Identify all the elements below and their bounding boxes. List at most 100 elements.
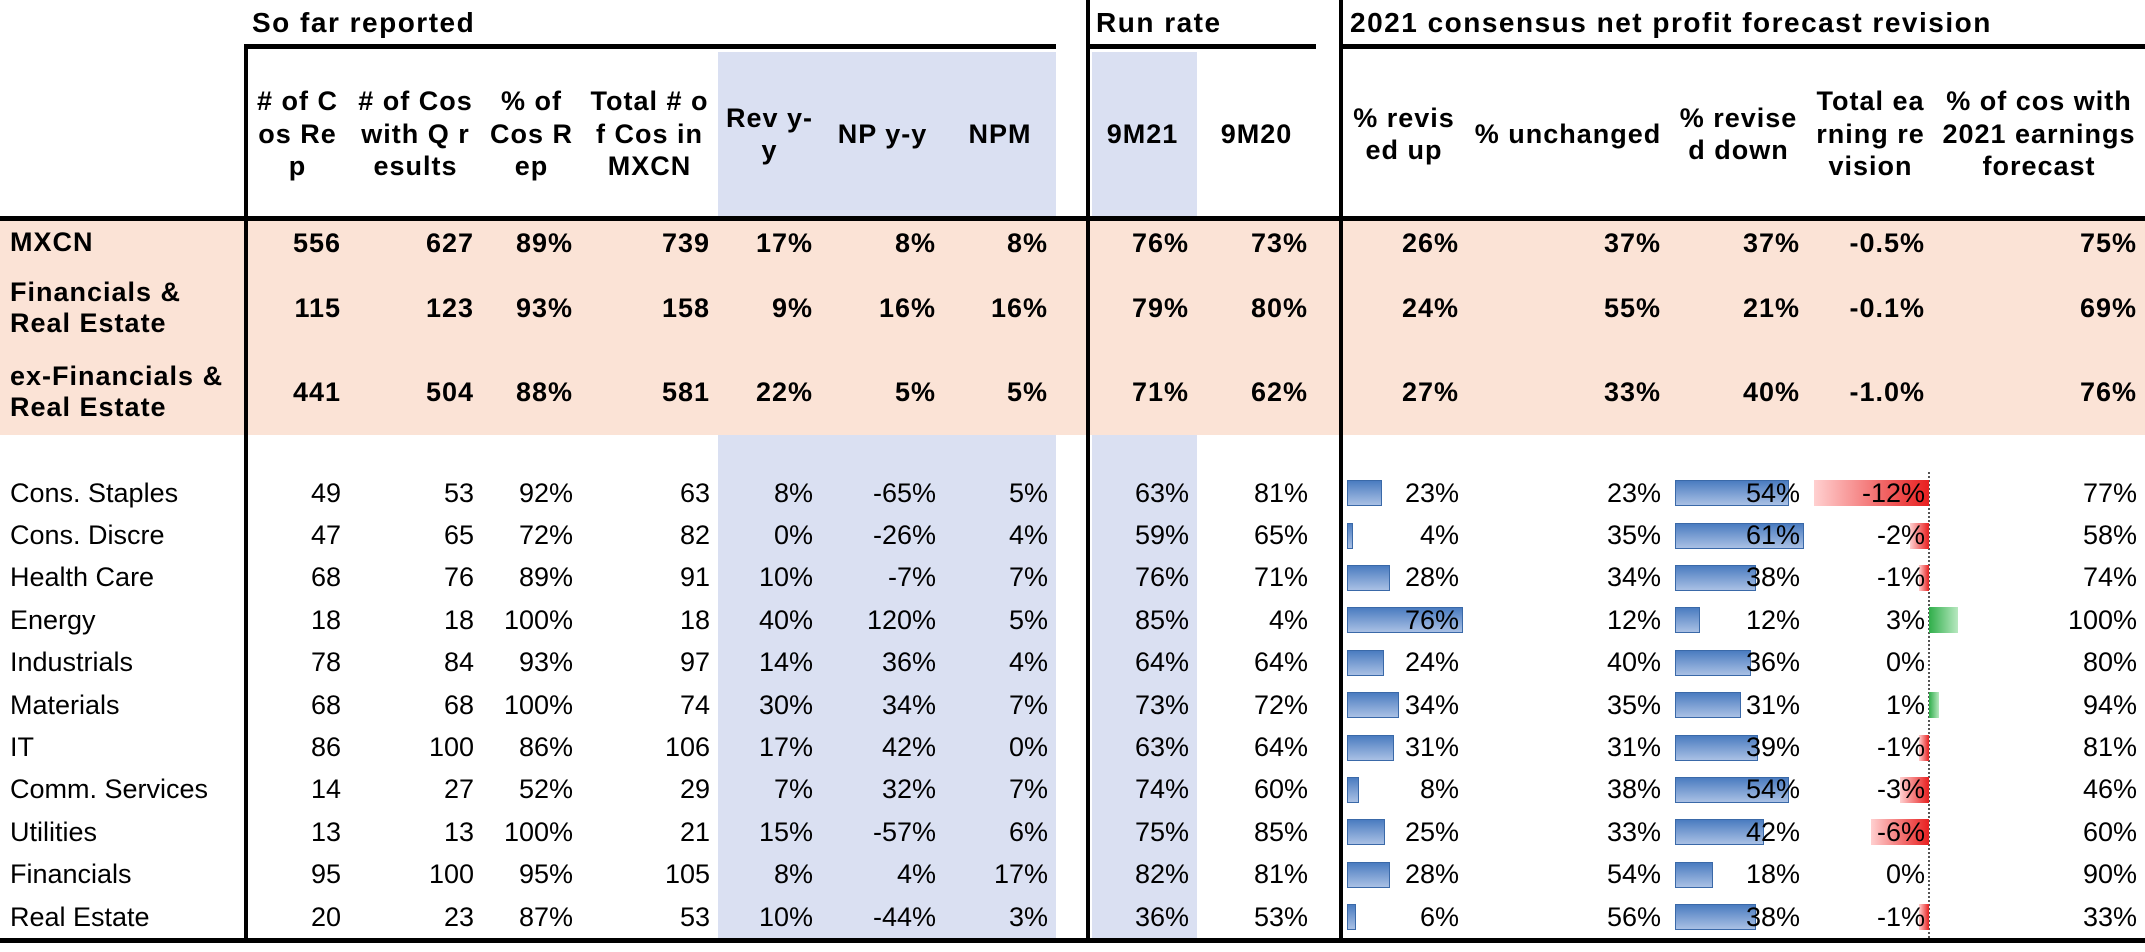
cell-value: 53% xyxy=(1253,901,1308,932)
cell-value: 76% xyxy=(1404,604,1459,635)
cell-value: 69% xyxy=(2079,292,2137,323)
column-header: # of Cos with Q results xyxy=(358,86,473,182)
column-header: Total # of Cos in MXCN xyxy=(590,86,709,182)
cell-value: 68 xyxy=(310,689,341,720)
cell-value: 0% xyxy=(1885,859,1925,890)
row-label: Financials xyxy=(10,859,132,890)
cell-value: 6% xyxy=(1419,901,1459,932)
cell-value: 18 xyxy=(443,604,474,635)
cell-value: 68 xyxy=(310,562,341,593)
cell-value: 9% xyxy=(771,292,813,323)
cell-value: 75% xyxy=(2079,227,2137,258)
cell-value: 64% xyxy=(1253,647,1308,678)
cell-value: 37% xyxy=(1603,227,1661,258)
cell-value: 63% xyxy=(1134,477,1189,508)
cell-value: 13 xyxy=(443,816,474,847)
cell-value: 24% xyxy=(1401,292,1459,323)
cell-value: 115 xyxy=(294,292,341,323)
revision-bar xyxy=(1929,607,1958,634)
rule xyxy=(0,216,2145,221)
cell-value: 76 xyxy=(443,562,474,593)
rule xyxy=(1086,44,1316,49)
cell-value: 4% xyxy=(1008,520,1048,551)
cell-value: 38% xyxy=(1606,774,1661,805)
cell-value: 100 xyxy=(428,732,474,763)
blue-band xyxy=(718,52,1056,219)
revised-up-bar xyxy=(1347,819,1386,846)
cell-value: 74 xyxy=(679,689,710,720)
revised-up-bar xyxy=(1347,480,1383,507)
cell-value: 53 xyxy=(679,901,710,932)
cell-value: 71% xyxy=(1131,376,1189,407)
cell-value: 4% xyxy=(1419,520,1459,551)
revision-bar xyxy=(1813,480,1929,507)
column-header: Rev y-y xyxy=(725,102,814,165)
rule xyxy=(244,44,1056,49)
cell-value: 40% xyxy=(758,604,813,635)
cell-value: 20 xyxy=(310,901,341,932)
cell-value: 73% xyxy=(1134,689,1189,720)
cell-value: 64% xyxy=(1134,647,1189,678)
cell-value: 8% xyxy=(894,227,936,258)
cell-value: 31% xyxy=(1745,689,1800,720)
revision-bar xyxy=(1919,734,1929,761)
cell-value: 0% xyxy=(1008,732,1048,763)
row-label: Health Care xyxy=(10,562,155,593)
group-header: 2021 consensus net profit forecast revis… xyxy=(1350,7,1992,38)
cell-value: 80% xyxy=(1250,292,1308,323)
revised-down-bar xyxy=(1675,480,1790,507)
cell-value: -26% xyxy=(872,520,936,551)
cell-value: 72% xyxy=(1253,689,1308,720)
cell-value: 100 xyxy=(428,859,474,890)
cell-value: 38% xyxy=(1745,562,1800,593)
cell-value: 89% xyxy=(515,227,573,258)
column-header: # of Cos Rep xyxy=(256,86,338,182)
cell-value: 7% xyxy=(1008,562,1048,593)
cell-value: 81% xyxy=(2082,732,2137,763)
cell-value: 10% xyxy=(758,562,813,593)
cell-value: 92% xyxy=(518,477,573,508)
cell-value: 5% xyxy=(1008,477,1048,508)
row-label: Comm. Services xyxy=(10,774,209,805)
cell-value: 18% xyxy=(1745,859,1800,890)
column-header: % of cos with 2021 earnings forecast xyxy=(1942,86,2136,182)
cell-value: -3% xyxy=(1876,774,1925,805)
cell-value: 46% xyxy=(2082,774,2137,805)
cell-value: 82 xyxy=(679,520,710,551)
cell-value: 7% xyxy=(1008,774,1048,805)
cell-value: 8% xyxy=(1006,227,1048,258)
cell-value: 35% xyxy=(1606,689,1661,720)
cell-value: 81% xyxy=(1253,859,1308,890)
cell-value: 88% xyxy=(515,376,573,407)
cell-value: 95 xyxy=(310,859,341,890)
cell-value: 82% xyxy=(1134,859,1189,890)
cell-value: -57% xyxy=(872,816,936,847)
cell-value: 3% xyxy=(1885,604,1925,635)
cell-value: -44% xyxy=(872,901,936,932)
cell-value: 39% xyxy=(1745,732,1800,763)
cell-value: 3% xyxy=(1008,901,1048,932)
cell-value: -1% xyxy=(1876,901,1925,932)
cell-value: 68 xyxy=(443,689,474,720)
cell-value: 6% xyxy=(1008,816,1048,847)
revised-up-bar xyxy=(1347,607,1464,634)
cell-value: 28% xyxy=(1404,859,1459,890)
cell-value: 28% xyxy=(1404,562,1459,593)
cell-value: 21% xyxy=(1742,292,1800,323)
cell-value: 7% xyxy=(773,774,813,805)
cell-value: 23 xyxy=(443,901,474,932)
cell-value: 31% xyxy=(1404,732,1459,763)
revised-up-bar xyxy=(1347,692,1400,719)
cell-value: 86 xyxy=(310,732,341,763)
revised-down-bar xyxy=(1675,777,1790,803)
cell-value: 94% xyxy=(2082,689,2137,720)
cell-value: 0% xyxy=(1885,647,1925,678)
rule xyxy=(1339,44,2145,49)
cell-value: 100% xyxy=(503,604,573,635)
cell-value: 61% xyxy=(1745,520,1800,551)
cell-value: 15% xyxy=(758,816,813,847)
cell-value: 12% xyxy=(1606,604,1661,635)
cell-value: 54% xyxy=(1745,477,1800,508)
cell-value: -0.1% xyxy=(1849,292,1925,323)
cell-value: 95% xyxy=(518,859,573,890)
